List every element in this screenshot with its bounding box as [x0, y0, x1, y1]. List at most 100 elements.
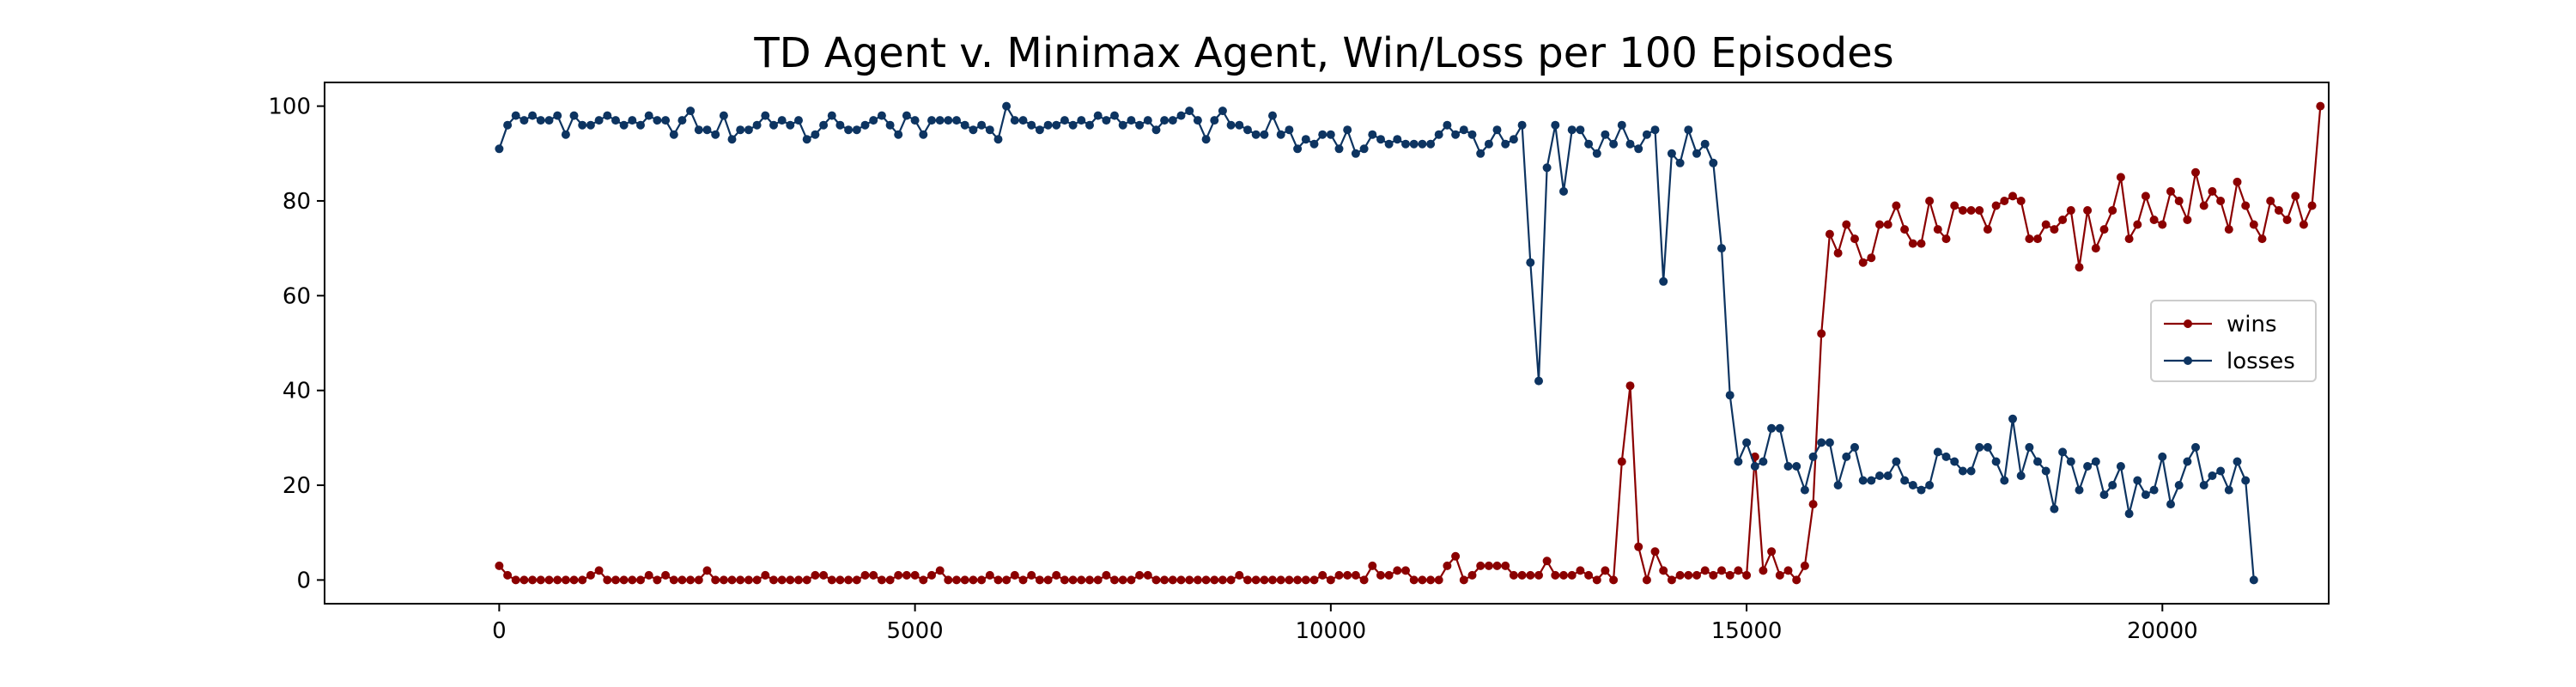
wins-point [2224, 225, 2233, 234]
wins-point [528, 575, 538, 585]
losses-point [1351, 149, 1360, 158]
wins-point [1426, 575, 1436, 585]
wins-point [1675, 570, 1685, 580]
losses-point [1975, 442, 1984, 452]
wins-point [1351, 570, 1360, 580]
losses-point [2174, 481, 2184, 489]
losses-point [1634, 144, 1643, 154]
losses-point [1517, 120, 1527, 130]
losses-point [636, 120, 645, 130]
wins-point [586, 570, 595, 580]
losses-point [1476, 149, 1485, 158]
wins-point [1517, 570, 1527, 580]
wins-point [1243, 575, 1252, 585]
wins-point [977, 575, 987, 585]
wins-point [1609, 575, 1619, 585]
losses-point [1767, 423, 1777, 433]
wins-point [2050, 225, 2059, 234]
wins-point [1592, 575, 1601, 585]
wins-point [2149, 216, 2159, 224]
losses-point [511, 111, 520, 120]
losses-point [544, 116, 554, 125]
losses-point [786, 120, 795, 130]
wins-point [2274, 206, 2283, 215]
losses-point [819, 120, 829, 130]
wins-point [1176, 575, 1186, 585]
losses-point [1418, 139, 1427, 149]
wins-point [1476, 561, 1485, 570]
y-tick-label: 40 [283, 379, 311, 404]
losses-point [1941, 452, 1951, 461]
losses-point [1792, 462, 1801, 471]
wins-point [2316, 101, 2325, 111]
wins-point [2208, 186, 2217, 196]
losses-point [1035, 125, 1044, 135]
losses-point [744, 125, 753, 135]
wins-point [1318, 570, 1327, 580]
losses-point [2233, 457, 2242, 466]
wins-point [636, 575, 645, 585]
wins-point [919, 575, 928, 585]
wins-point [1908, 239, 1917, 248]
losses-point [1309, 139, 1319, 149]
losses-point [594, 116, 604, 125]
wins-point [960, 575, 969, 585]
wins-point [1268, 575, 1277, 585]
losses-point [1376, 135, 1385, 144]
losses-point [1285, 125, 1294, 135]
losses-point [1858, 476, 1868, 485]
losses-point [1135, 120, 1145, 130]
losses-point [2166, 500, 2175, 509]
wins-point [1343, 570, 1352, 580]
losses-point [661, 116, 671, 125]
wins-point [1276, 575, 1285, 585]
losses-point [1077, 116, 1086, 125]
losses-point [1875, 471, 1884, 480]
losses-point [1551, 120, 1560, 130]
losses-point [811, 130, 820, 139]
losses-point [2224, 485, 2233, 495]
wins-point [969, 575, 978, 585]
wins-point [1634, 542, 1643, 551]
losses-point [2066, 457, 2075, 466]
wins-point [1933, 225, 1942, 234]
legend-label: losses [2227, 349, 2295, 374]
losses-point [1675, 158, 1685, 167]
wins-point [1850, 234, 1859, 244]
losses-point [2058, 447, 2068, 457]
losses-point [1833, 481, 1843, 489]
wins-point [686, 575, 696, 585]
losses-point [1667, 149, 1676, 158]
losses-point [1883, 471, 1893, 480]
wins-point [1709, 570, 1718, 580]
wins-line [498, 106, 2322, 584]
wins-point [1418, 575, 1427, 585]
wins-point [2000, 197, 2009, 205]
wins-point [677, 575, 687, 585]
losses-point [1501, 139, 1510, 149]
losses-point [927, 116, 936, 125]
losses-point [1260, 130, 1269, 139]
wins-point [2174, 197, 2184, 205]
losses-point [1127, 116, 1136, 125]
wins-point [2249, 220, 2258, 229]
losses-point [1467, 130, 1477, 139]
wins-point [802, 575, 811, 585]
legend-label: wins [2227, 312, 2277, 337]
wins-point [852, 575, 861, 585]
wins-point [544, 575, 554, 585]
wins-point [2299, 220, 2308, 229]
wins-point [902, 570, 911, 580]
losses-point [2191, 442, 2200, 452]
wins-point [594, 566, 604, 575]
wins-point [1384, 570, 1394, 580]
wins-point [2025, 234, 2034, 244]
wins-point [1858, 258, 1868, 267]
losses-point [1368, 130, 1377, 139]
wins-point [2075, 263, 2084, 272]
wins-point [628, 575, 637, 585]
losses-point [1176, 111, 1186, 120]
losses-point [752, 120, 762, 130]
losses-point [528, 111, 538, 120]
losses-point [1908, 481, 1917, 489]
